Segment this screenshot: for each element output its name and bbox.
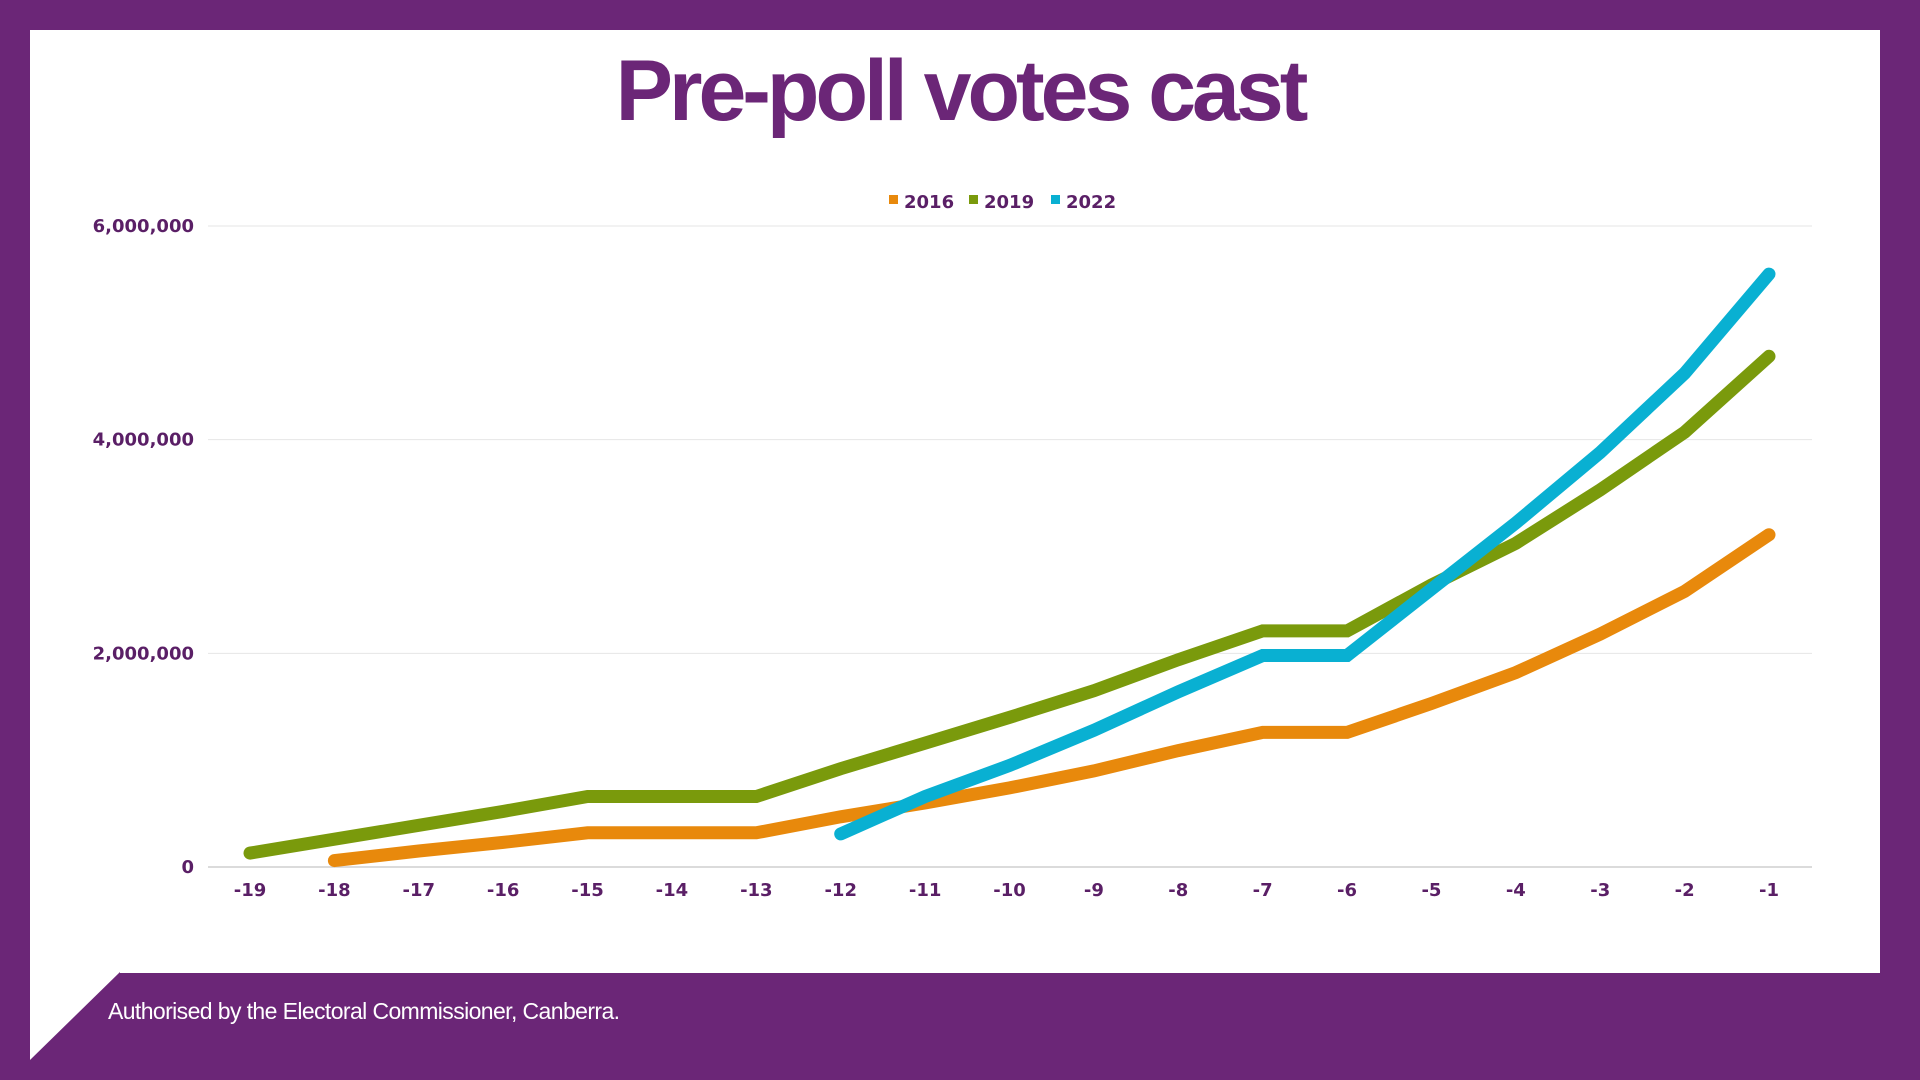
series-line-2016 bbox=[327, 528, 1776, 868]
legend-label: 2016 bbox=[904, 192, 954, 213]
y-tick-label: 0 bbox=[181, 857, 194, 878]
x-axis-ticks: -19 -18 -17 -16 -15 -14 -13 -12 -11 -10 -9 -8 -7 -6 -5… bbox=[234, 880, 1779, 901]
y-axis-ticks: 0 2,000,000 4,000,000 6,000,000 bbox=[93, 216, 194, 878]
footer-corner-notch bbox=[30, 930, 120, 1060]
legend-label: 2019 bbox=[984, 192, 1034, 213]
chart-title: Pre-poll votes cast bbox=[615, 43, 1309, 139]
x-tick-label: -16 bbox=[487, 880, 520, 901]
x-tick-label: -9 bbox=[1084, 880, 1104, 901]
x-tick-label: -15 bbox=[571, 880, 604, 901]
x-tick-label: -4 bbox=[1506, 880, 1526, 901]
x-tick-label: -3 bbox=[1590, 880, 1610, 901]
x-tick-label: -2 bbox=[1675, 880, 1695, 901]
x-tick-label: -5 bbox=[1421, 880, 1441, 901]
x-tick-label: -1 bbox=[1759, 880, 1779, 901]
series-line-2022 bbox=[834, 267, 1776, 841]
x-tick-label: -18 bbox=[318, 880, 351, 901]
x-tick-label: -8 bbox=[1168, 880, 1188, 901]
x-tick-label: -6 bbox=[1337, 880, 1357, 901]
x-tick-label: -19 bbox=[234, 880, 267, 901]
series-line-2019 bbox=[243, 349, 1776, 860]
legend: 2016 2019 2022 bbox=[889, 192, 1116, 213]
x-tick-label: -14 bbox=[656, 880, 689, 901]
legend-swatch bbox=[1051, 195, 1060, 204]
y-tick-label: 6,000,000 bbox=[93, 216, 194, 237]
x-tick-label: -12 bbox=[824, 880, 857, 901]
y-tick-label: 4,000,000 bbox=[93, 430, 194, 451]
x-tick-label: -17 bbox=[403, 880, 436, 901]
legend-swatch bbox=[969, 195, 978, 204]
series-lines bbox=[243, 267, 1776, 868]
x-tick-label: -10 bbox=[993, 880, 1026, 901]
x-tick-label: -13 bbox=[740, 880, 773, 901]
x-tick-label: -7 bbox=[1253, 880, 1273, 901]
legend-label: 2022 bbox=[1066, 192, 1116, 213]
legend-swatch bbox=[889, 195, 898, 204]
y-tick-label: 2,000,000 bbox=[93, 643, 194, 664]
footer-authorisation: Authorised by the Electoral Commissioner… bbox=[108, 998, 620, 1024]
x-tick-label: -11 bbox=[909, 880, 942, 901]
